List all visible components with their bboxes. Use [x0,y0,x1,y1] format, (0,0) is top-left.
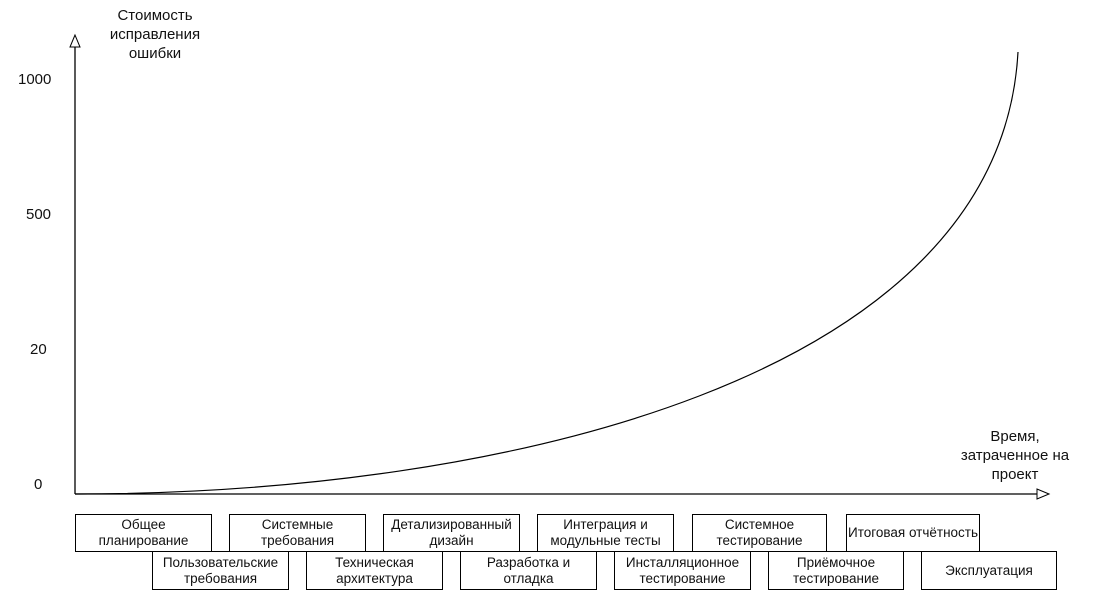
phase-box: Разработка и отладка [460,551,597,590]
y-tick-label: 0 [34,476,43,493]
y-tick-label: 500 [26,206,52,223]
phase-box: Системное тестирование [692,514,827,552]
phase-box: Общее планирование [75,514,212,552]
phase-box: Приёмочное тестирование [768,551,904,590]
phase-box: Системные требования [229,514,366,552]
phase-box: Инсталляционное тестирование [614,551,751,590]
phase-box: Эксплуатация [921,551,1057,590]
phase-box: Пользовательские требования [152,551,289,590]
y-axis-arrow-icon [69,33,81,48]
y-tick-label: 20 [30,341,47,358]
y-axis-label: Стоимость исправления ошибки [109,7,201,62]
phase-box: Итоговая отчётность [846,514,980,552]
cost-curve [74,51,1019,495]
x-axis-arrow-icon [1036,488,1051,500]
phase-box: Техническая архитектура [306,551,443,590]
x-axis-label: Время, затраченное на проект [960,428,1070,483]
phase-box: Интеграция и модульные тесты [537,514,674,552]
phase-box: Детализированный дизайн [383,514,520,552]
y-tick-label: 1000 [18,71,52,88]
